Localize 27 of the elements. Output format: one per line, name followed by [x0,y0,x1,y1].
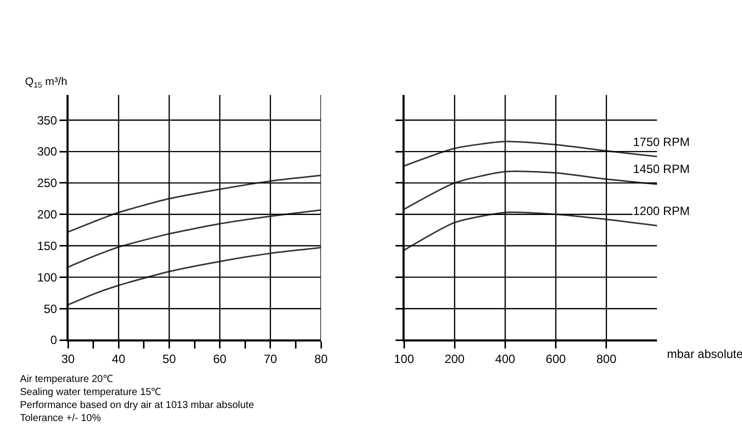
x-tick-label: 30 [61,352,75,366]
text: Tolerance +/- 10% [20,413,101,424]
x-tick-label: 60 [213,352,227,366]
y-axis-title: Q$_{15}$ m³/h [25,76,68,90]
x-tick-label: 80 [314,352,328,366]
x-tick-label: 40 [112,352,126,366]
x-tick-label: 400 [495,352,516,366]
series-label: 1750 RPM [633,135,690,149]
x-tick-label: 50 [162,352,176,366]
text: Air temperature 20℃ [20,374,113,385]
y-tick-label: 0 [50,333,58,348]
y-tick-label: 200 [37,208,58,222]
y-tick-label: 350 [37,113,58,128]
y-tick-label: 50 [44,302,58,316]
series-label: 1450 RPM [633,162,690,176]
x-tick-label: 100 [394,352,414,366]
x-tick-label: 70 [264,352,278,366]
text: Sealing water temperature 15℃ [20,387,162,398]
y-tick-label: 300 [37,144,58,159]
y-tick-label: 100 [37,270,58,284]
x-tick-label: 800 [596,352,617,366]
x-tick-label: 200 [444,352,465,366]
y-tick-label: 150 [37,238,58,253]
text: Performance based on dry air at 1013 mbar absolute [20,400,254,411]
x-tick-label: 600 [546,352,566,366]
series-label: 1200 RPM [633,204,690,218]
y-tick-label: 250 [37,176,58,190]
